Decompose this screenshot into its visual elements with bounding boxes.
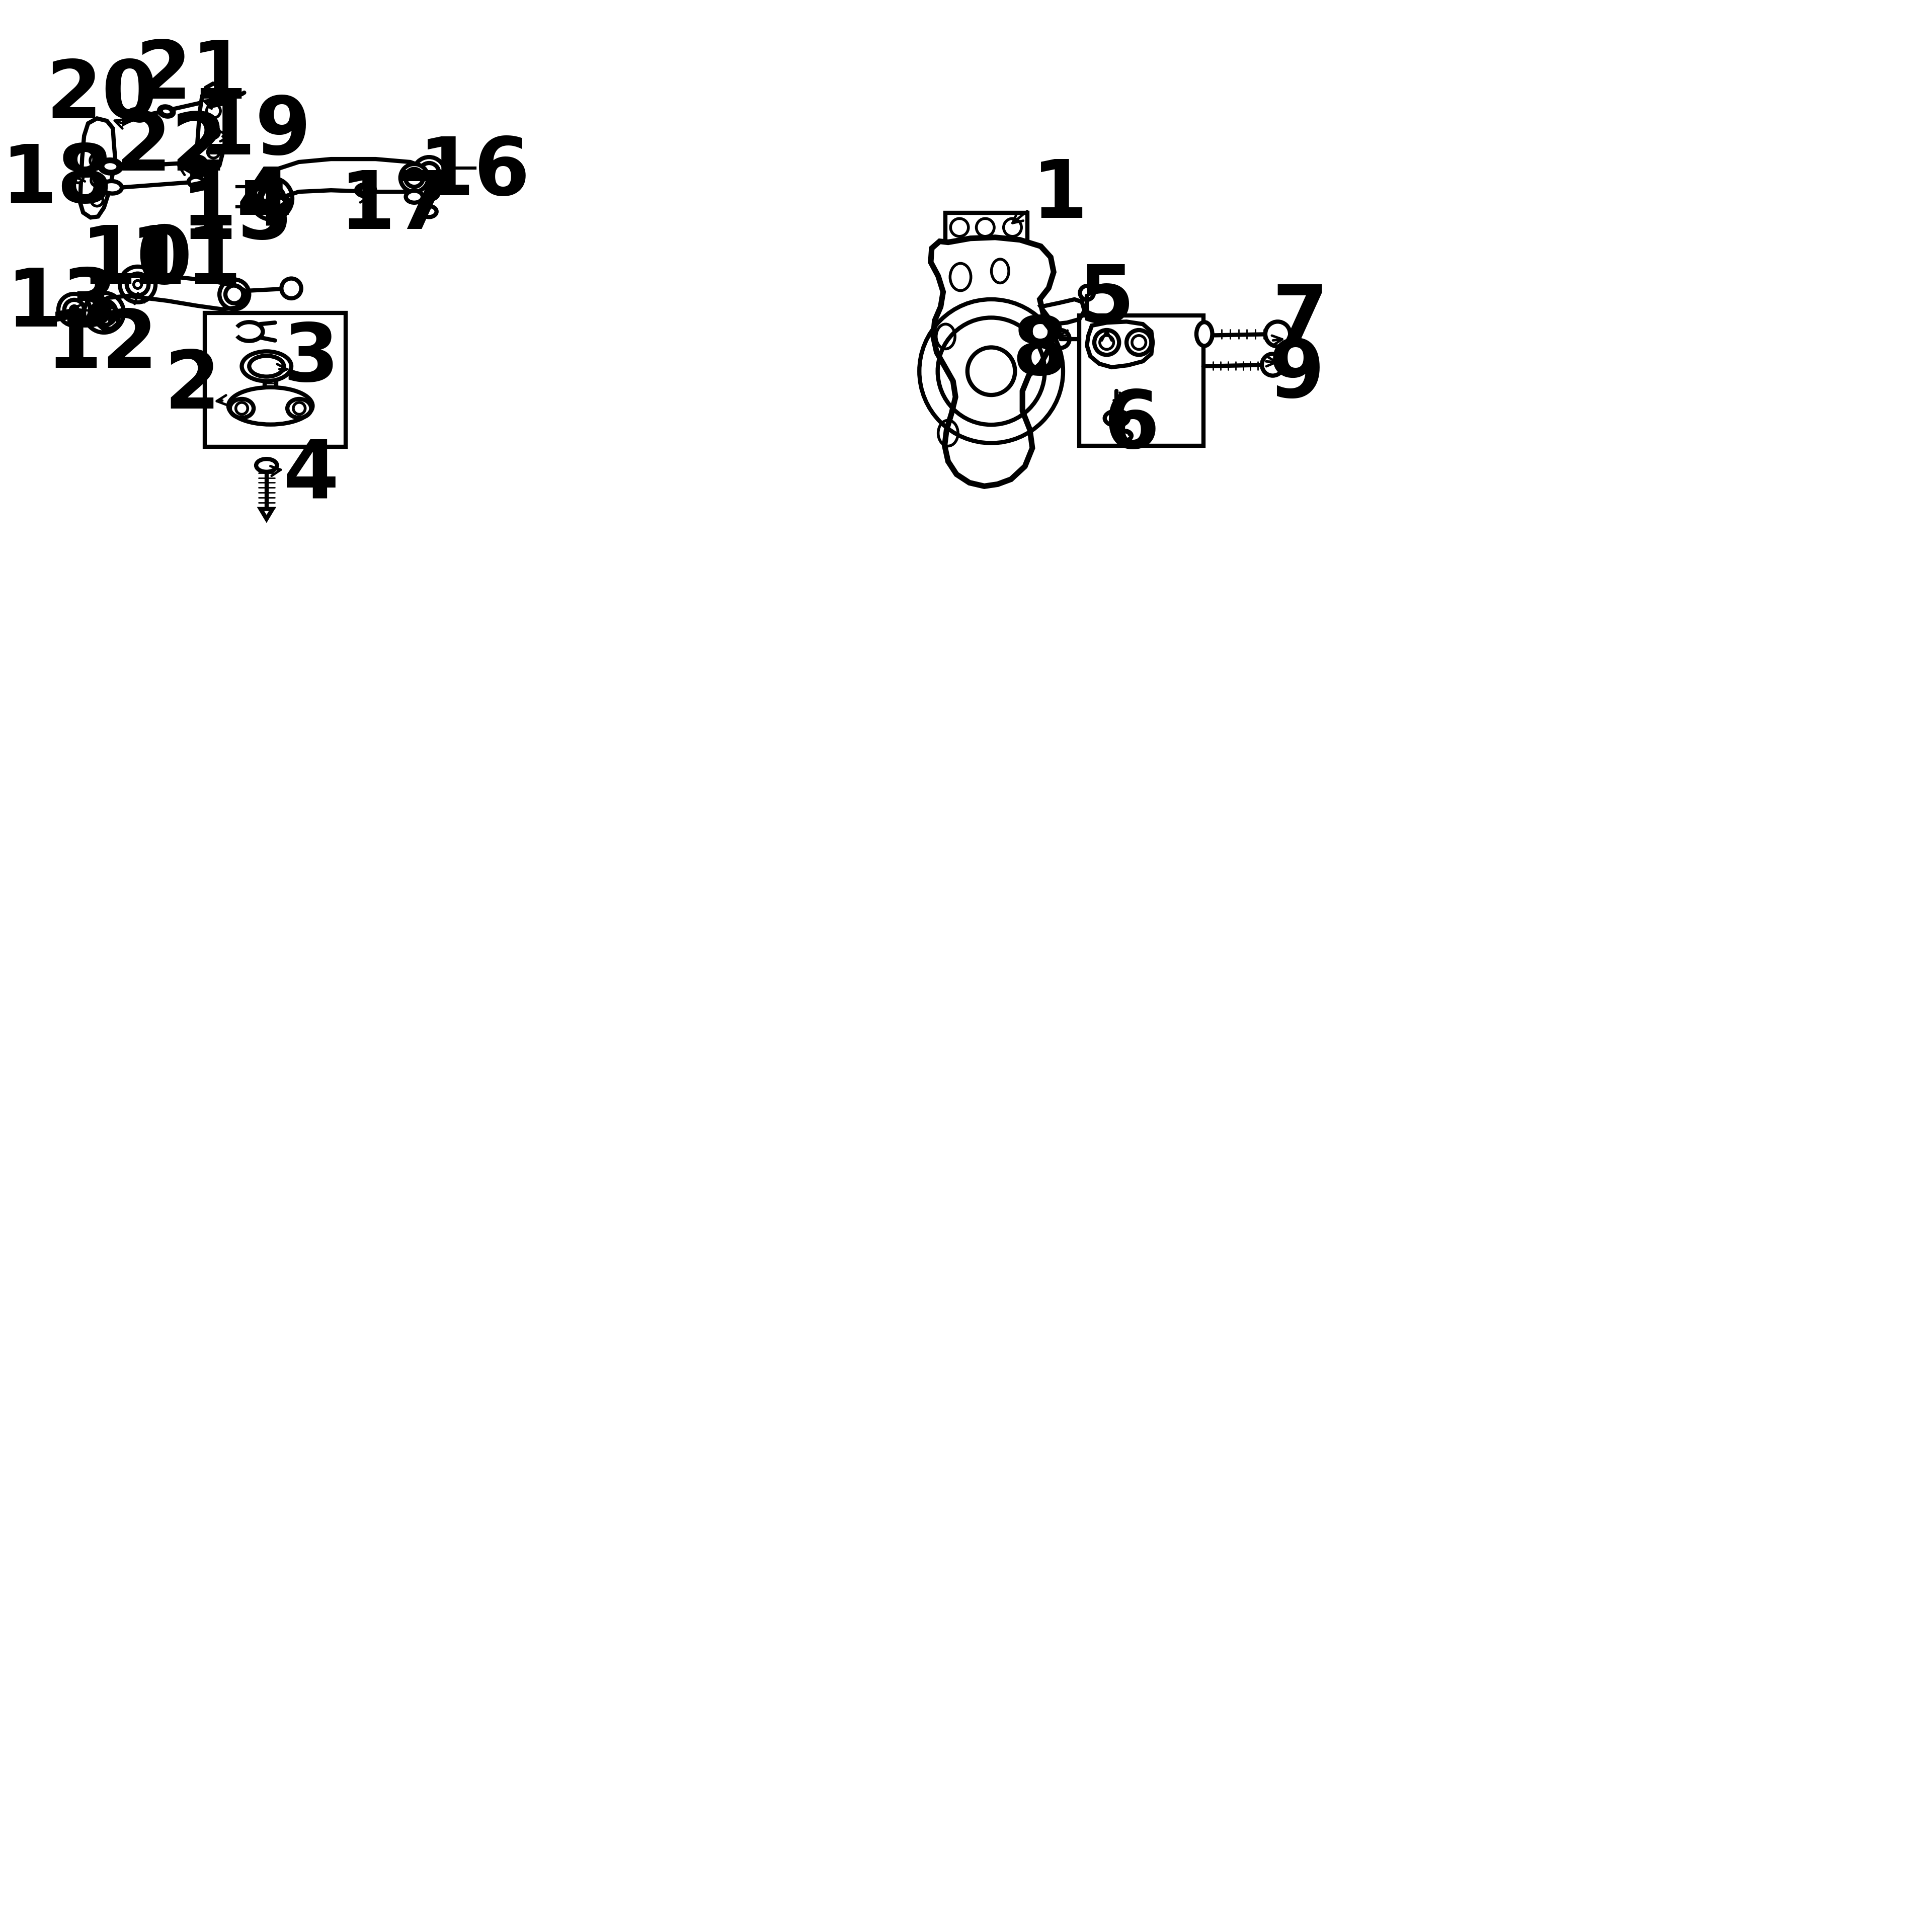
Text: 21: 21 xyxy=(135,37,247,116)
Text: 17: 17 xyxy=(340,168,452,245)
Bar xyxy=(1080,315,1204,446)
Ellipse shape xyxy=(228,386,313,425)
Ellipse shape xyxy=(158,106,174,116)
Circle shape xyxy=(73,174,83,184)
Circle shape xyxy=(413,156,444,189)
Text: 12: 12 xyxy=(46,307,158,384)
Text: 10: 10 xyxy=(81,222,193,299)
Ellipse shape xyxy=(129,110,147,120)
Circle shape xyxy=(1262,354,1283,375)
Ellipse shape xyxy=(242,352,292,381)
Polygon shape xyxy=(95,276,247,328)
Polygon shape xyxy=(261,508,272,520)
Polygon shape xyxy=(931,238,1053,487)
Polygon shape xyxy=(1041,299,1084,325)
Text: 14: 14 xyxy=(182,164,294,242)
Circle shape xyxy=(400,164,429,191)
Polygon shape xyxy=(79,118,116,218)
Text: 22: 22 xyxy=(116,108,228,187)
Text: 9: 9 xyxy=(1269,336,1325,413)
Text: 6: 6 xyxy=(1103,386,1159,466)
Polygon shape xyxy=(1088,321,1153,367)
Text: 20: 20 xyxy=(46,58,158,135)
Polygon shape xyxy=(261,158,433,209)
Ellipse shape xyxy=(189,156,205,168)
Ellipse shape xyxy=(257,460,276,471)
Text: 19: 19 xyxy=(199,93,311,172)
Polygon shape xyxy=(197,83,230,174)
Text: 1: 1 xyxy=(1032,156,1088,234)
Ellipse shape xyxy=(102,182,122,193)
Ellipse shape xyxy=(1105,412,1128,425)
Bar xyxy=(945,213,1028,242)
Ellipse shape xyxy=(267,195,290,209)
Bar xyxy=(205,313,346,446)
Circle shape xyxy=(100,309,108,317)
Text: 4: 4 xyxy=(284,437,340,514)
Ellipse shape xyxy=(189,178,203,187)
Circle shape xyxy=(282,278,301,298)
Ellipse shape xyxy=(406,191,423,203)
Text: 2: 2 xyxy=(164,348,220,425)
Ellipse shape xyxy=(1196,323,1211,346)
Ellipse shape xyxy=(419,185,439,199)
Text: 15: 15 xyxy=(182,178,294,255)
Text: 7: 7 xyxy=(1271,282,1327,359)
Text: 3: 3 xyxy=(284,321,340,398)
Text: 16: 16 xyxy=(419,133,531,213)
Text: 5: 5 xyxy=(1078,263,1134,340)
Ellipse shape xyxy=(100,160,122,174)
Text: 11: 11 xyxy=(129,222,242,299)
Text: 8: 8 xyxy=(1012,313,1068,392)
Text: 13: 13 xyxy=(6,265,118,344)
Ellipse shape xyxy=(355,184,375,197)
Text: 18: 18 xyxy=(2,141,114,220)
Circle shape xyxy=(1265,321,1291,346)
